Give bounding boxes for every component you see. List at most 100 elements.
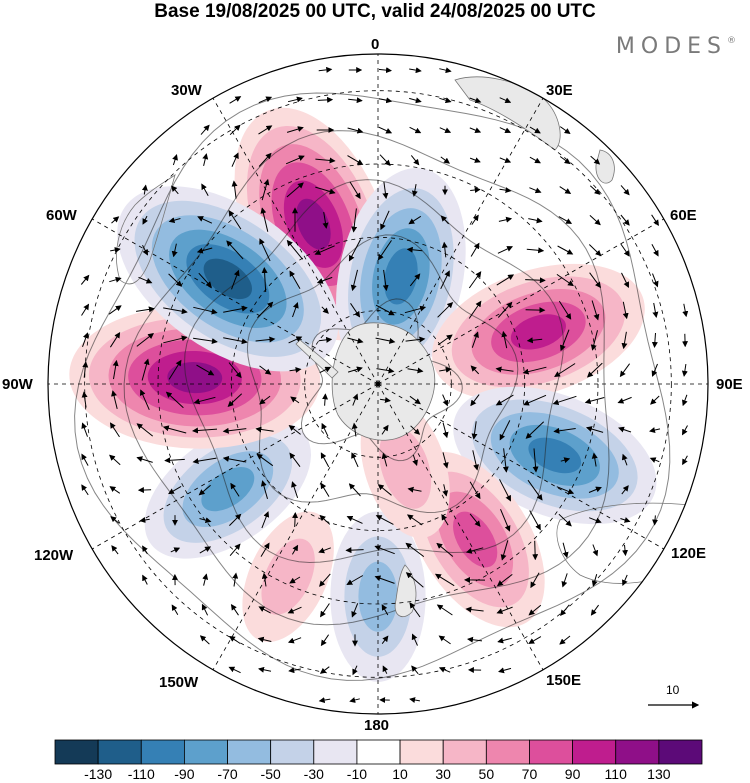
landmasses xyxy=(116,76,701,617)
wind-vector xyxy=(229,96,242,104)
wind-vector xyxy=(258,606,271,614)
wind-vector xyxy=(322,212,329,229)
wind-vector xyxy=(617,396,632,404)
wind-vector xyxy=(289,576,301,584)
wind-vector xyxy=(592,544,599,557)
wind-vector xyxy=(409,273,421,287)
wind-vector xyxy=(231,269,240,290)
wind-vector xyxy=(352,665,358,676)
wind-vector xyxy=(109,486,121,494)
wind-vector xyxy=(229,543,241,557)
wind-vector xyxy=(223,337,248,345)
wind-vector xyxy=(108,305,122,315)
wind-vector xyxy=(290,396,300,404)
wind-vector xyxy=(260,207,269,232)
wind-vector xyxy=(317,96,334,103)
wind-vector xyxy=(558,216,573,224)
colorbar-segment xyxy=(97,739,142,765)
anomaly-shade-level xyxy=(528,437,582,474)
wind-vector xyxy=(522,366,547,375)
wind-vector xyxy=(170,547,181,553)
wind-vector xyxy=(438,635,451,645)
wind-vector xyxy=(193,396,216,405)
wind-vector xyxy=(440,270,450,290)
wind-vector xyxy=(651,244,659,257)
wind-vector xyxy=(559,126,571,134)
wind-vector xyxy=(319,573,331,587)
lon-label-60w: 60W xyxy=(46,207,77,224)
wind-vector xyxy=(499,479,511,502)
lon-label-30e: 30E xyxy=(546,82,573,99)
wind-vector xyxy=(502,448,509,473)
wind-vector xyxy=(349,697,360,703)
wind-vector xyxy=(407,367,424,374)
wind-vector xyxy=(410,425,421,435)
wind-vector xyxy=(434,573,455,587)
wind-vector xyxy=(439,366,452,373)
wind-vector xyxy=(471,421,478,440)
wind-vector xyxy=(228,362,242,379)
wind-vector xyxy=(409,602,421,618)
wind-vector xyxy=(682,455,688,466)
wind-vector xyxy=(321,306,329,314)
wind-vector xyxy=(319,514,331,525)
wind-vector xyxy=(622,301,629,320)
wind-vector xyxy=(261,178,270,201)
wind-vector xyxy=(255,426,274,433)
colorbar xyxy=(54,739,703,765)
wind-vector xyxy=(681,364,688,377)
wind-vector xyxy=(314,245,335,255)
wind-vector xyxy=(347,155,364,165)
wind-vector xyxy=(109,454,121,466)
colorbar-tick-label: 110 xyxy=(604,766,627,782)
wind-vector xyxy=(171,243,178,258)
wind-vector xyxy=(554,363,576,378)
wind-vector xyxy=(497,246,514,254)
modes-logo: MODES® xyxy=(616,34,736,59)
wind-vector xyxy=(259,395,271,405)
wind-vector xyxy=(682,303,689,318)
wind-vector xyxy=(231,152,239,167)
colorbar-tick-label: -50 xyxy=(260,766,281,782)
wind-vector xyxy=(408,215,422,225)
wind-vector xyxy=(347,337,364,344)
wind-vector xyxy=(351,208,358,233)
wind-vector xyxy=(619,363,631,378)
wind-vector xyxy=(532,448,539,473)
vector-scale-label: 10 xyxy=(666,683,680,697)
wind-vector xyxy=(590,604,600,616)
wind-vector xyxy=(622,544,628,557)
wind-vector xyxy=(163,335,188,344)
wind-vector xyxy=(193,306,218,315)
colorbar-tick-label: 30 xyxy=(435,766,451,782)
wind-vector xyxy=(378,97,393,104)
map-boundary xyxy=(47,53,709,715)
wind-vector xyxy=(192,457,217,465)
wind-vector xyxy=(165,391,184,409)
wind-vector xyxy=(232,572,239,587)
colorbar-segment xyxy=(442,739,487,765)
wind-vector xyxy=(200,124,210,135)
wind-vector xyxy=(560,457,571,464)
wind-vector xyxy=(198,272,212,288)
africa xyxy=(454,76,561,151)
lon-label-90w: 90W xyxy=(2,376,33,393)
latitude-circle xyxy=(84,90,672,678)
colorbar-segment xyxy=(572,739,617,765)
colorbar-segment xyxy=(399,739,444,765)
wind-vector xyxy=(439,127,452,134)
wind-vector xyxy=(498,667,512,674)
wind-vector xyxy=(111,390,118,410)
wind-vector xyxy=(529,126,541,134)
wind-vector xyxy=(410,155,420,166)
wind-vector xyxy=(411,633,418,646)
wind-vector xyxy=(227,393,243,407)
anomaly-shade-level xyxy=(261,538,315,615)
wind-vector xyxy=(228,666,241,674)
wind-vector xyxy=(528,604,542,616)
wind-vector xyxy=(620,185,630,196)
wind-vector xyxy=(81,303,90,316)
wind-vector xyxy=(286,239,303,260)
wind-vector xyxy=(620,214,630,226)
anomaly-shade-level xyxy=(201,467,255,512)
